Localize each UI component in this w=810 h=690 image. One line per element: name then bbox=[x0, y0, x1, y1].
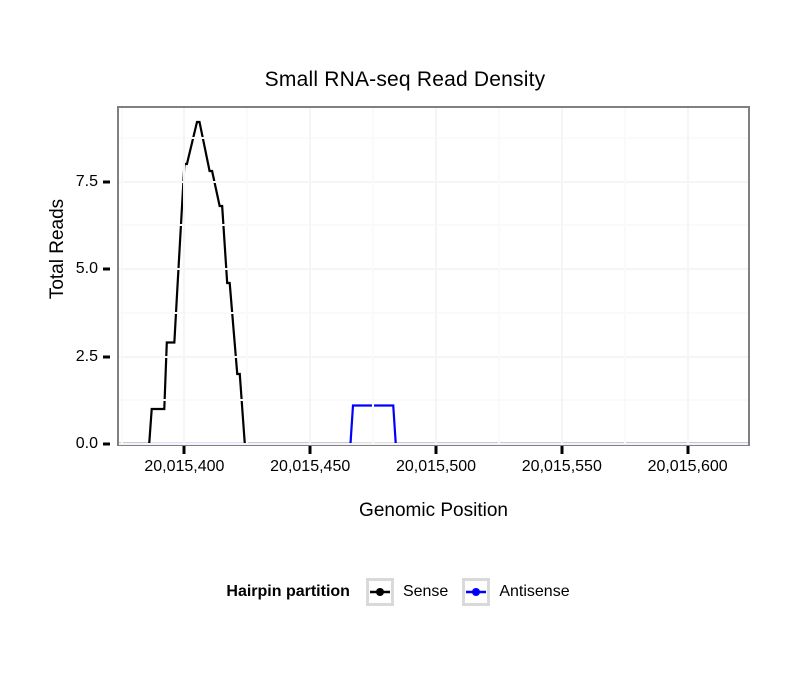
y-tick-mark bbox=[103, 180, 110, 183]
gridline-vertical-major bbox=[435, 108, 438, 444]
x-tick-label: 20,015,600 bbox=[647, 458, 728, 475]
y-tick-mark bbox=[103, 355, 110, 358]
y-tick-label: 5.0 bbox=[75, 260, 98, 277]
gridline-vertical-minor bbox=[372, 108, 375, 444]
gridline-vertical-minor bbox=[246, 108, 249, 444]
x-tick-mark bbox=[308, 446, 312, 454]
gridline-horizontal-minor bbox=[119, 311, 748, 314]
x-tick-label: 20,015,450 bbox=[270, 458, 351, 475]
gridline-horizontal-major bbox=[119, 355, 748, 358]
gridline-vertical-major bbox=[686, 108, 689, 444]
x-axis-tick-labels: 20,015,400 20,015,450 20,015,500 20,015,550… bbox=[117, 458, 750, 486]
x-axis-title: Genomic Position bbox=[359, 500, 508, 521]
x-tick-mark bbox=[686, 446, 690, 454]
legend-item-sense[interactable]: Sense bbox=[365, 578, 449, 606]
y-tick-mark bbox=[103, 267, 110, 271]
legend-key-antisense bbox=[462, 578, 491, 606]
legend-key-sense bbox=[365, 578, 394, 606]
series-line-sense bbox=[119, 120, 748, 444]
gridline-vertical-minor bbox=[120, 108, 123, 444]
gridline-vertical-minor bbox=[497, 108, 500, 444]
gridline-horizontal-major bbox=[119, 268, 748, 270]
legend-items: Sense Antisense bbox=[365, 578, 584, 606]
x-tick-mark bbox=[182, 446, 186, 454]
y-tick-label: 2.5 bbox=[75, 347, 98, 365]
x-tick-mark bbox=[434, 446, 438, 454]
x-axis-tick-marks bbox=[117, 446, 750, 456]
y-axis-tick-marks bbox=[103, 106, 117, 446]
y-tick-mark bbox=[103, 442, 110, 446]
legend: Hairpin partition Sense Antisense bbox=[0, 578, 810, 606]
x-tick-label: 20,015,400 bbox=[144, 458, 225, 475]
gridline-vertical-major bbox=[183, 108, 186, 444]
chart-title: Small RNA-seq Read Density bbox=[264, 68, 546, 91]
y-tick-label: 7.5 bbox=[75, 172, 98, 190]
gridline-horizontal-minor bbox=[119, 399, 748, 402]
gridline-vertical-major bbox=[309, 108, 312, 444]
gridline-horizontal-major bbox=[119, 180, 748, 183]
legend-label: Antisense bbox=[499, 583, 570, 600]
series-line-antisense bbox=[119, 404, 748, 444]
series-svg bbox=[119, 120, 748, 444]
plot-area bbox=[119, 108, 748, 445]
legend-label: Sense bbox=[402, 583, 449, 600]
x-tick-label: 20,015,500 bbox=[395, 458, 477, 475]
legend-title: Hairpin partition bbox=[226, 583, 350, 600]
y-axis-tick-labels: 0.0 2.5 5.0 7.5 bbox=[30, 106, 98, 453]
gridline-horizontal-minor bbox=[119, 224, 748, 227]
gridline-horizontal-minor bbox=[119, 136, 748, 139]
plot-panel bbox=[117, 106, 750, 446]
x-tick-label: 20,015,550 bbox=[521, 458, 602, 475]
gridline-vertical-major bbox=[560, 108, 563, 444]
gridline-horizontal-major bbox=[119, 443, 748, 445]
x-tick-mark bbox=[560, 446, 564, 454]
gridline-vertical-minor bbox=[623, 108, 626, 444]
y-tick-label: 0.0 bbox=[75, 435, 98, 452]
legend-item-antisense[interactable]: Antisense bbox=[462, 578, 570, 606]
